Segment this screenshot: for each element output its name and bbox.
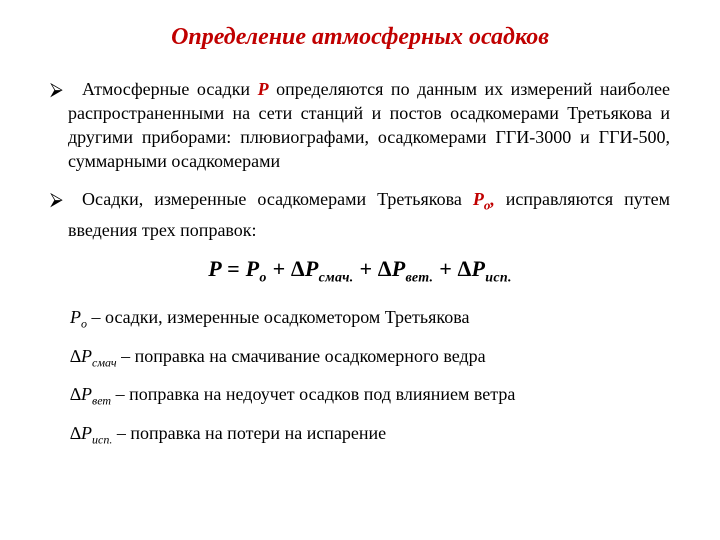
bullet-marker-icon: ⮚ bbox=[50, 77, 68, 101]
def-dash: – bbox=[112, 423, 130, 443]
formula-eq: = bbox=[221, 256, 245, 281]
def-dash: – bbox=[87, 307, 105, 327]
symbol-p: P bbox=[258, 79, 269, 99]
formula-plus: + bbox=[433, 256, 457, 281]
def-symbol: ∆Pвет bbox=[70, 384, 111, 404]
def-symbol: ∆Pисп. bbox=[70, 423, 112, 443]
def-text: осадки, измеренные осадкометором Третьяк… bbox=[105, 307, 469, 327]
definition-item: Pо – осадки, измеренные осадкометором Тр… bbox=[70, 306, 670, 335]
bullet-pre: Осадки, измеренные осадкомерами Третьяко… bbox=[82, 189, 473, 209]
bullet-item: ⮚ Атмосферные осадки P определяются по д… bbox=[50, 77, 670, 173]
formula-term-0: Pо bbox=[246, 256, 267, 281]
def-text: поправка на недоучет осадков под влияние… bbox=[129, 384, 515, 404]
def-symbol: ∆Pсмач bbox=[70, 346, 117, 366]
formula-plus: + bbox=[267, 256, 291, 281]
def-text: поправка на потери на испарение bbox=[130, 423, 386, 443]
bullet-text: Осадки, измеренные осадкомерами Третьяко… bbox=[68, 187, 670, 242]
def-dash: – bbox=[117, 346, 135, 366]
slide: Определение атмосферных осадков ⮚ Атмосф… bbox=[0, 0, 720, 540]
def-dash: – bbox=[111, 384, 129, 404]
symbol-comma: , bbox=[490, 189, 505, 209]
formula-term-3: ∆Pисп. bbox=[458, 256, 512, 281]
definition-item: ∆Pсмач – поправка на смачивание осадкоме… bbox=[70, 345, 670, 374]
formula-lhs: P bbox=[208, 256, 221, 281]
symbol-po-base: P bbox=[473, 189, 484, 209]
def-symbol: Pо bbox=[70, 307, 87, 327]
symbol-po: Pо bbox=[473, 189, 491, 209]
definition-item: ∆Pвет – поправка на недоучет осадков под… bbox=[70, 383, 670, 412]
definitions-list: Pо – осадки, измеренные осадкометором Тр… bbox=[70, 306, 670, 450]
formula-term-1: ∆Pсмач. bbox=[291, 256, 353, 281]
bullet-pre: Атмосферные осадки bbox=[82, 79, 258, 99]
bullet-marker-icon: ⮚ bbox=[50, 187, 68, 211]
page-title: Определение атмосферных осадков bbox=[50, 24, 670, 51]
formula: P = Pо + ∆Pсмач. + ∆Pвет. + ∆Pисп. bbox=[50, 256, 670, 286]
bullet-item: ⮚ Осадки, измеренные осадкомерами Третья… bbox=[50, 187, 670, 242]
formula-term-2: ∆Pвет. bbox=[378, 256, 433, 281]
definition-item: ∆Pисп. – поправка на потери на испарение bbox=[70, 422, 670, 451]
formula-plus: + bbox=[354, 256, 378, 281]
def-text: поправка на смачивание осадкомерного вед… bbox=[135, 346, 486, 366]
bullet-text: Атмосферные осадки P определяются по дан… bbox=[68, 77, 670, 173]
